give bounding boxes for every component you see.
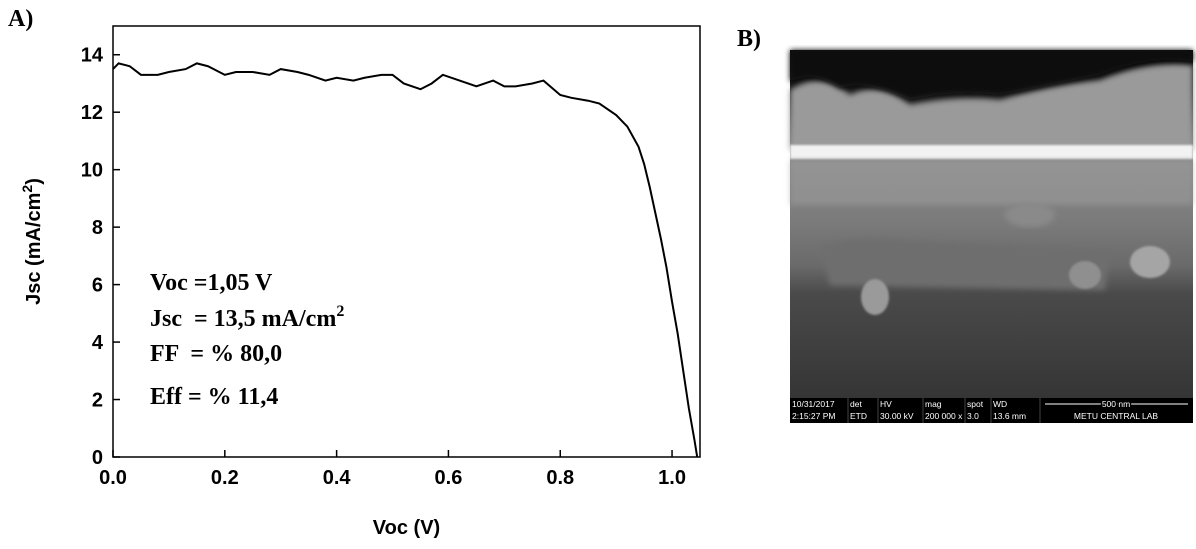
sem-particle <box>1069 261 1101 289</box>
infobar-text: spot <box>967 399 984 409</box>
x-tick-label: 0.2 <box>211 467 239 489</box>
y-title-sup: 2 <box>19 185 35 193</box>
annotation: FF = % 80,0 <box>150 341 282 367</box>
sem-layer <box>790 160 1193 205</box>
x-tick-label: 0.8 <box>546 467 574 489</box>
panel-label: B) <box>737 26 761 52</box>
y-tick-label: 6 <box>92 275 103 297</box>
annotation: Voc =1,05 V <box>150 270 273 296</box>
y-title-text: Jsc (mA/cm <box>23 193 45 305</box>
annotation-sup: 2 <box>336 303 344 320</box>
infobar-text: 13.6 mm <box>993 411 1026 421</box>
infobar-text: 10/31/2017 2:15:27 PM det ETD HV 30.00 kV mag 2… <box>792 398 1041 423</box>
y-tick-label: 4 <box>92 332 104 354</box>
annotation-text: Voc =1,05 V <box>150 270 273 296</box>
sem-layer <box>820 238 1110 290</box>
y-tick-label: 14 <box>81 45 104 67</box>
annotation: Eff = % 11,4 <box>150 384 278 410</box>
sem-crest <box>790 64 1193 150</box>
y-axis-title: Jsc (mA/cm2) <box>19 178 45 305</box>
x-tick-label: 0.0 <box>99 467 127 489</box>
y-title-end: ) <box>23 178 45 185</box>
sem-infobar <box>790 398 1193 423</box>
y-tick-label: 10 <box>81 160 103 182</box>
y-tick-label: 8 <box>92 217 103 239</box>
plot: 0 2 4 6 8 10 12 14 0.0 0.2 0.4 0.6 0.8 1.0 Voc (V) Jsc … <box>19 25 701 539</box>
infobar-text: WD <box>993 399 1007 409</box>
sem-bright-band <box>790 145 1193 159</box>
x-tick-label: 0.6 <box>435 467 463 489</box>
sem-dark-top <box>790 50 1193 100</box>
y-tick-label: 2 <box>92 390 103 412</box>
x-tick-label: 1.0 <box>658 467 686 489</box>
sem-particle <box>1005 203 1055 227</box>
plot-frame <box>112 25 701 458</box>
sem-particle <box>861 279 889 315</box>
y-tick-label: 0 <box>92 447 103 469</box>
annotation-text: FF = % 80,0 <box>150 341 282 367</box>
infobar-text: 200 000 x <box>925 411 963 421</box>
annotation-text: Jsc = 13,5 mA/cm <box>150 306 336 332</box>
annotation-text: Eff = % 11,4 <box>150 384 278 410</box>
panel-label: A) <box>8 6 33 32</box>
scale-label: 500 nm <box>1102 399 1130 409</box>
sem-particle <box>1130 246 1170 278</box>
infobar-text: 10/31/2017 <box>792 399 835 409</box>
x-tick-label: 0.4 <box>323 467 352 489</box>
infobar-text: 2:15:27 PM <box>792 411 835 421</box>
infobar-text: 30.00 kV <box>880 411 914 421</box>
infobar-text: mag <box>925 399 942 409</box>
infobar-text: HV <box>880 399 892 409</box>
infobar-text: det <box>850 399 862 409</box>
line <box>112 62 699 458</box>
lab-name: METU CENTRAL LAB <box>1074 411 1159 421</box>
annotation: Jsc = 13,5 mA/cm2 <box>150 303 344 332</box>
sem-image: 10/31/2017 2:15:27 PM det ETD HV 30.00 kV mag 2… <box>790 50 1193 423</box>
infobar-text: ETD <box>850 411 867 421</box>
y-tick-label: 12 <box>81 102 103 124</box>
infobar-text: 3.0 <box>967 411 979 421</box>
x-axis-title: Voc (V) <box>373 517 440 539</box>
